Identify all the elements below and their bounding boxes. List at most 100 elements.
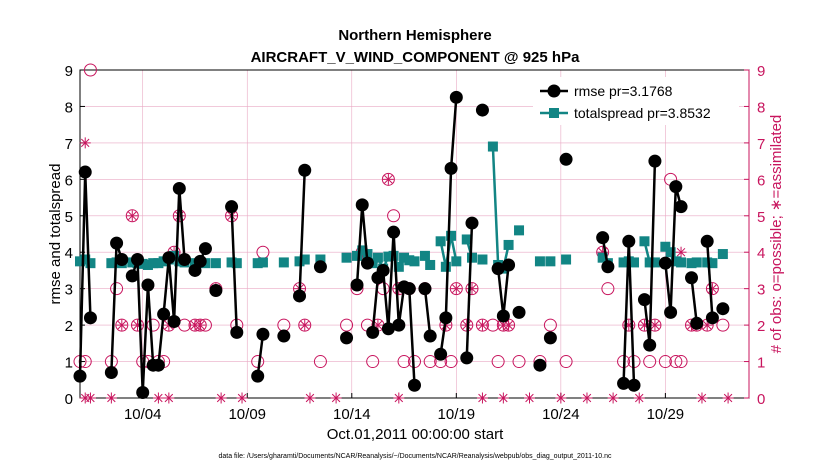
spread-point — [644, 257, 655, 268]
rmse-line — [230, 206, 239, 333]
x-tick-label: 10/24 — [542, 406, 580, 423]
spread-point — [702, 257, 713, 268]
spread-point — [649, 257, 660, 268]
rmse-point — [209, 283, 223, 297]
obs-assimilated-stroke — [394, 393, 404, 403]
rmse-point — [141, 278, 155, 292]
rmse-point — [355, 198, 369, 212]
obs-assimilated-marker — [696, 392, 708, 404]
obs-assimilated-stroke — [86, 393, 95, 403]
rmse-point — [293, 289, 307, 303]
rmse-point — [491, 262, 505, 276]
rmse-point — [366, 325, 380, 339]
rmse-point — [392, 318, 406, 332]
rmse-point — [360, 256, 374, 270]
spread-point — [477, 254, 488, 265]
obs-assimilated-marker — [194, 319, 206, 331]
obs-assimilated-stroke — [697, 393, 707, 403]
x-tick-label: 10/19 — [438, 406, 476, 423]
rmse-point — [460, 351, 474, 365]
rmse-point — [690, 316, 704, 330]
obs-assimilated-marker — [126, 210, 138, 222]
obs-possible-marker — [449, 282, 463, 296]
obs-possible-marker — [381, 172, 395, 186]
y-tick-label-right: 1 — [757, 355, 765, 372]
legend-spread-label: totalspread pr=3.8532 — [574, 105, 711, 121]
rmse-point — [313, 260, 327, 274]
spread-point — [660, 241, 671, 252]
spread-point — [153, 258, 164, 269]
obs-possible-marker — [491, 355, 505, 369]
rmse-point — [350, 278, 364, 292]
spread-point — [461, 234, 472, 245]
spread-point — [435, 236, 446, 247]
grid-lines — [80, 70, 749, 398]
rmse-point — [115, 253, 129, 267]
obs-possible-marker — [130, 318, 144, 332]
rmse-line — [705, 241, 714, 318]
spread-point — [425, 259, 436, 270]
spread-point — [372, 252, 383, 263]
rmse-line — [423, 288, 432, 337]
y-tick-label-right: 7 — [757, 136, 765, 153]
y-tick-label-left: 3 — [65, 282, 73, 299]
obs-assimilated-marker — [476, 392, 488, 404]
y-tick-label-left: 5 — [65, 209, 73, 226]
obs-assimilated-marker — [706, 283, 718, 295]
chart-title-line1: Northern Hemisphere — [338, 27, 491, 44]
rmse-point — [193, 254, 207, 268]
spread-point — [545, 256, 556, 267]
obs-assimilated-marker — [607, 392, 619, 404]
rmse-point — [637, 293, 651, 307]
obs-assimilated-stroke — [650, 320, 660, 330]
obs-assimilated-marker — [450, 283, 462, 295]
obs-assimilated-marker — [633, 392, 645, 404]
spread-point — [393, 261, 404, 272]
spread-point — [597, 252, 608, 263]
spread-point — [226, 257, 237, 268]
obs-possible-marker — [340, 318, 354, 332]
obs-assimilated-stroke — [384, 175, 393, 184]
y-tick-label-right: 6 — [757, 172, 765, 189]
spread-point — [487, 141, 498, 152]
obs-assimilated-stroke — [582, 393, 592, 403]
spread-point — [231, 258, 242, 269]
obs-assimilated-marker — [105, 392, 117, 404]
rmse-point — [256, 327, 270, 341]
spread-point — [257, 257, 268, 268]
obs-assimilated-stroke — [164, 393, 174, 403]
spread-point — [446, 230, 457, 241]
rmse-point — [230, 325, 244, 339]
obs-assimilated-marker — [79, 137, 91, 149]
y-tick-label-left: 0 — [65, 391, 73, 408]
y-tick-label-right: 8 — [757, 99, 765, 116]
spread-point — [503, 239, 514, 250]
obs-possible-marker — [622, 318, 636, 332]
rmse-point — [418, 282, 432, 296]
obs-possible-marker — [658, 355, 672, 369]
spread-point — [691, 257, 702, 268]
obs-assimilated-marker — [722, 392, 734, 404]
rmse-point — [617, 376, 631, 390]
obs-assimilated-stroke — [676, 247, 686, 257]
rmse-point — [340, 331, 354, 345]
spread-point — [383, 251, 394, 262]
x-axis-label: Oct.01,2011 00:00:00 start — [327, 426, 504, 443]
obs-assimilated-stroke — [499, 393, 508, 403]
footer-data-file: data file: /Users/gharamti/Documents/NCA… — [218, 453, 612, 460]
obs-assimilated-marker — [382, 173, 394, 185]
obs-assimilated-stroke — [556, 393, 566, 403]
obs-assimilated-stroke — [608, 393, 618, 403]
obs-assimilated-marker — [215, 392, 227, 404]
rmse-point — [543, 331, 557, 345]
spread-point — [299, 254, 310, 265]
obs-possible-marker — [716, 318, 730, 332]
obs-assimilated-marker — [152, 392, 164, 404]
obs-possible-marker — [475, 318, 489, 332]
spread-point — [670, 256, 681, 267]
spread-point — [388, 250, 399, 261]
obs-assimilated-stroke — [331, 393, 341, 403]
y-tick-label-left: 1 — [65, 355, 73, 372]
y-tick-label-left: 9 — [65, 63, 73, 80]
spread-point — [357, 245, 368, 256]
